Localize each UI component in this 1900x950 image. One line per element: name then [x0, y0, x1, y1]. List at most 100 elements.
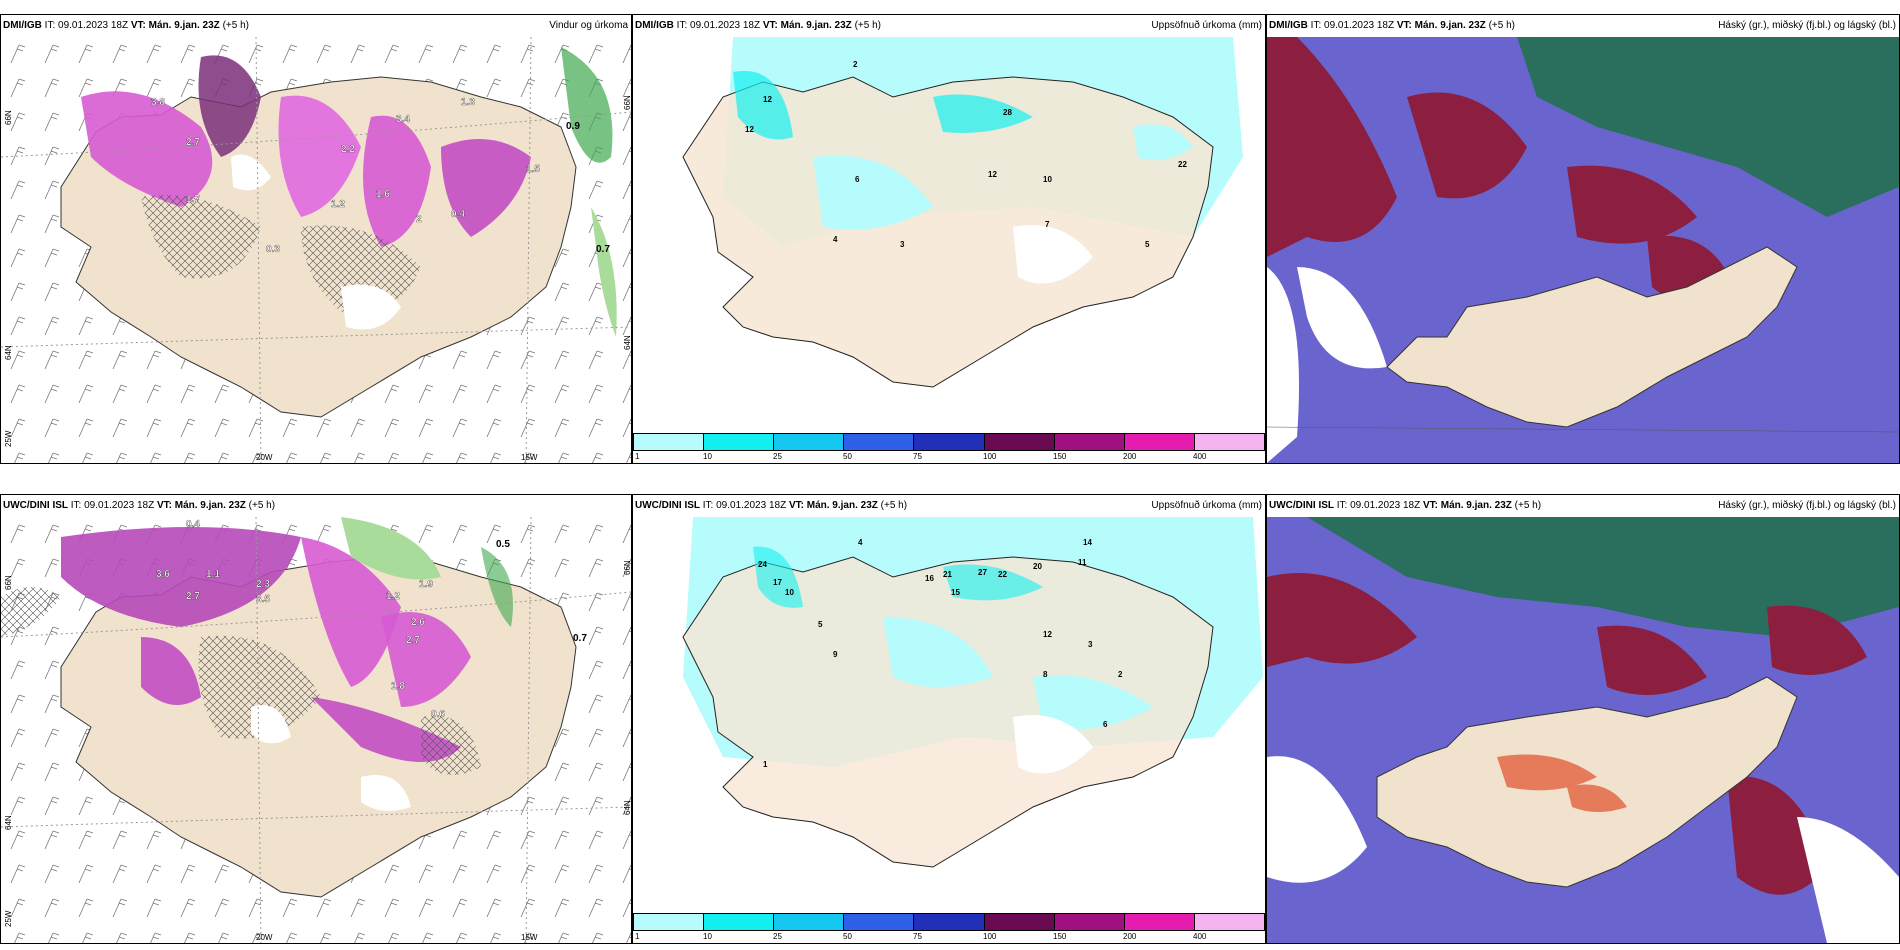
wind-value-label: 0.7	[573, 633, 587, 644]
cloud-cover-map	[1267, 517, 1899, 943]
valid-time: Mán. 9.jan. 23Z	[806, 500, 878, 511]
wind-value-label: 2.7	[406, 635, 420, 646]
colorbar-bin	[1054, 434, 1125, 450]
wind-value-label: 2.6	[411, 617, 425, 628]
colorbar-bin	[984, 914, 1055, 930]
model-name: UWC/DINI ISL	[635, 500, 700, 511]
precip-value-label: 12	[1043, 630, 1052, 639]
lon-label-25w: 25W	[4, 910, 13, 927]
colorbar-tick: 400	[1193, 932, 1207, 941]
precip-value-label: 14	[1083, 538, 1092, 547]
wind-value-label: 1.8	[391, 681, 405, 692]
colorbar-bin	[704, 914, 775, 930]
it-label: IT:	[676, 20, 688, 31]
wind-value-label: 0.9	[566, 121, 580, 132]
lat-label-66n: 66N	[4, 110, 13, 125]
lat-label-66n-right: 66N	[623, 95, 632, 110]
vt-label: VT:	[1422, 500, 1438, 511]
lon-label-25w: 25W	[4, 430, 13, 447]
precip-value-label: 24	[758, 560, 767, 569]
colorbar-bin	[1194, 914, 1264, 930]
precip-value-label: 17	[773, 578, 782, 587]
init-time: 09.01.2023 18Z	[716, 500, 787, 511]
precip-value-label: 5	[1145, 240, 1150, 249]
colorbar-tick: 25	[773, 452, 782, 461]
precip-value-label: 22	[998, 570, 1007, 579]
lon-label-15w: 15W	[521, 933, 538, 942]
colorbar-bin	[1194, 434, 1264, 450]
wind-value-label: 2.7	[186, 137, 200, 148]
panel-title: Háský (gr.), miðský (fj.bl.) og lágský (…	[1718, 20, 1896, 31]
precip-value-label: 6	[1103, 720, 1108, 729]
valid-time: Mán. 9.jan. 23Z	[1414, 20, 1486, 31]
it-label: IT:	[702, 500, 714, 511]
precip-value-label: 9	[833, 650, 838, 659]
lon-label-15w: 15W	[521, 453, 538, 462]
colorbar-bin	[844, 434, 915, 450]
colorbar-bin	[1054, 914, 1125, 930]
wind-value-label: 2.3	[256, 579, 270, 590]
precip-value-label: 12	[763, 95, 772, 104]
lat-label-66n-right: 66N	[623, 560, 632, 575]
colorbar-tick: 150	[1053, 932, 1067, 941]
accum-precip-panel-dmi: DMI/IGB IT: 09.01.2023 18Z VT: Mán. 9.ja…	[632, 14, 1266, 464]
valid-time: Mán. 9.jan. 23Z	[780, 20, 852, 31]
vt-label: VT:	[762, 20, 778, 31]
wind-value-label: 0.5	[496, 539, 510, 550]
lat-label-64n-right: 64N	[623, 800, 632, 815]
precip-value-label: 1	[763, 760, 768, 769]
cloud-cover-panel-uwc: UWC/DINI ISL IT: 09.01.2023 18Z VT: Mán.…	[1266, 494, 1900, 944]
wind-value-label: 1.2	[386, 591, 400, 602]
init-time: 09.01.2023 18Z	[1350, 500, 1421, 511]
panel-title: Vindur og úrkoma	[549, 20, 628, 31]
panel-header: DMI/IGB IT: 09.01.2023 18Z VT: Mán. 9.ja…	[1267, 15, 1899, 37]
vt-label: VT:	[130, 20, 146, 31]
colorbar-bin	[914, 434, 985, 450]
model-name: UWC/DINI ISL	[1269, 500, 1334, 511]
accum-precip-map: 4 17 24 10 16 21 15 27 22 20 14 11 12 5 …	[682, 517, 1263, 868]
colorbar-tick: 400	[1193, 452, 1207, 461]
wind-value-label: 0.4	[186, 519, 200, 530]
colorbar-bin	[774, 914, 845, 930]
valid-time: Mán. 9.jan. 23Z	[174, 500, 246, 511]
panel-header: UWC/DINI ISL IT: 09.01.2023 18Z VT: Mán.…	[633, 495, 1265, 517]
lead-time: (+5 h)	[1514, 500, 1542, 511]
cloud-cover-panel-dmi: DMI/IGB IT: 09.01.2023 18Z VT: Mán. 9.ja…	[1266, 14, 1900, 464]
wind-value-label: 0.7	[596, 244, 610, 255]
wind-value-label: 2.2	[341, 144, 355, 155]
it-label: IT:	[1310, 20, 1322, 31]
iceland-land	[682, 556, 1214, 868]
colorbar-tick: 75	[913, 452, 922, 461]
precip-value-label: 20	[1033, 562, 1042, 571]
precip-colorbar	[633, 913, 1265, 931]
colorbar-tick: 1	[635, 932, 640, 941]
precip-value-label: 3	[900, 240, 905, 249]
panel-title: Háský (gr.), miðský (fj.bl.) og lágský (…	[1718, 500, 1896, 511]
panel-title: Uppsöfnuð úrkoma (mm)	[1151, 500, 1262, 511]
wind-value-label: 1.3	[461, 97, 475, 108]
wind-value-label: 0.4	[451, 209, 465, 220]
lead-time: (+5 h)	[880, 500, 908, 511]
colorbar-tick: 50	[843, 452, 852, 461]
precip-value-label: 10	[1043, 175, 1052, 184]
model-name: DMI/IGB	[635, 20, 674, 31]
precip-value-label: 27	[978, 568, 987, 577]
precip-value-label: 4	[833, 235, 838, 244]
precip-value-label: 22	[1178, 160, 1187, 169]
model-name: DMI/IGB	[1269, 20, 1308, 31]
precip-value-label: 6	[855, 175, 860, 184]
colorbar-bin	[774, 434, 845, 450]
lead-time: (+5 h)	[854, 20, 881, 31]
lat-label-64n-right: 64N	[623, 335, 632, 350]
cloud-cover-map	[1267, 37, 1899, 463]
colorbar-tick: 10	[703, 932, 712, 941]
init-time: 09.01.2023 18Z	[84, 500, 155, 511]
colorbar-tick: 10	[703, 452, 712, 461]
precip-value-label: 12	[745, 125, 754, 134]
lat-label-66n: 66N	[4, 575, 13, 590]
colorbar-bin	[704, 434, 775, 450]
colorbar-bin	[1124, 914, 1195, 930]
wind-precip-panel-dmi: DMI/IGB IT: 09.01.2023 18Z VT: Mán. 9.ja…	[0, 14, 632, 464]
colorbar-bin	[984, 434, 1055, 450]
lon-label-20w: 20W	[256, 933, 273, 942]
